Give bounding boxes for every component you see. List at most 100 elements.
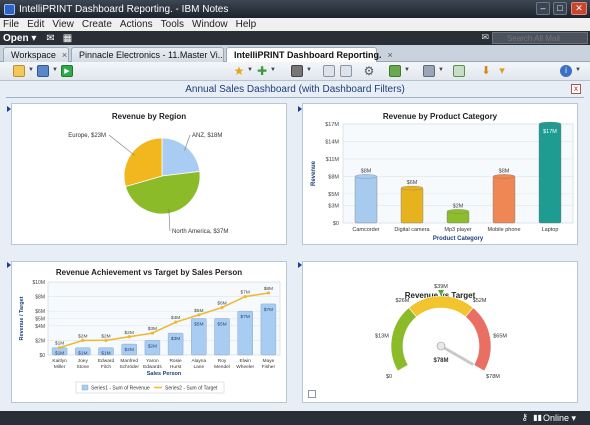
chevron-down-icon[interactable]: ▼ — [247, 67, 253, 73]
gauge-tick-label: $65M — [493, 334, 507, 340]
open-button[interactable]: Open ▾ — [3, 32, 37, 44]
chevron-down-icon[interactable]: ▼ — [438, 67, 444, 73]
target-series-line — [59, 292, 269, 349]
gauge-hub — [436, 341, 446, 351]
online-status[interactable]: Online ▾ — [542, 413, 576, 423]
menu-help[interactable]: Help — [235, 19, 257, 30]
x-tick-label: Manfred — [120, 358, 138, 364]
revenue-value-label: $2M — [148, 343, 157, 349]
x-tick-label: Maye — [263, 358, 275, 364]
revenue-bar — [75, 347, 91, 356]
dashboard-title: Annual Sales Dashboard (with Dashboard F… — [185, 84, 405, 95]
x-tick-label: Schröder — [119, 364, 139, 370]
star-icon[interactable]: ★ — [233, 64, 245, 78]
menu-tools[interactable]: Tools — [160, 19, 185, 30]
menu-edit[interactable]: Edit — [27, 19, 45, 30]
x-tick-label: Digital camera — [394, 227, 430, 233]
chart-title: Revenue by Product Category — [382, 112, 498, 121]
panel-expand-arrow-icon[interactable] — [298, 262, 302, 268]
copy-icon[interactable] — [323, 65, 335, 77]
add-row-icon[interactable] — [453, 65, 465, 77]
gauge-tick-label: $52M — [473, 298, 487, 304]
panel-checkbox[interactable] — [308, 390, 316, 398]
gear-icon[interactable]: ⚙ — [363, 64, 375, 78]
target-point — [58, 346, 62, 350]
x-tick-label: Edward — [98, 358, 115, 364]
filter-icon[interactable]: ▾ — [499, 65, 505, 77]
dashboard-divider — [6, 97, 584, 98]
menu-create[interactable]: Create — [81, 19, 112, 30]
tab-workspace[interactable]: Workspace × — [3, 47, 69, 62]
x-tick-label: Mobile phone — [487, 227, 520, 233]
tab-pinnacle-electronics[interactable]: Pinnacle Electronics - 11.Master Vi... × — [71, 47, 224, 62]
revenue-value-label: $2M — [125, 347, 134, 353]
gauge-tick-label: $78M — [486, 374, 500, 380]
tab-close-icon[interactable]: × — [387, 50, 393, 60]
y-tick-label: $11M — [326, 157, 340, 163]
minimize-button[interactable]: – — [536, 2, 550, 15]
target-point — [220, 305, 224, 310]
panel-expand-arrow-icon[interactable] — [7, 106, 11, 112]
panel-expand-arrow-icon[interactable] — [298, 106, 302, 112]
target-value-label: $8M — [264, 286, 273, 292]
menu-actions[interactable]: Actions — [119, 19, 153, 30]
revenue-value-label: $1M — [78, 351, 87, 357]
revenue-vs-target-gauge-panel: Revenue vs Target $0 $13M $26M $39M $52M $65M… — [302, 261, 578, 403]
save-icon[interactable] — [37, 65, 49, 77]
target-point — [127, 335, 131, 339]
view-icon[interactable] — [423, 65, 435, 77]
dashboard-close-button[interactable]: x — [571, 84, 581, 94]
print-icon[interactable] — [291, 65, 303, 77]
chevron-down-icon[interactable]: ▼ — [28, 67, 34, 73]
status-bar: ⚷ ▮▮ Online ▾ — [0, 411, 590, 425]
play-icon[interactable]: ▶ — [61, 65, 73, 77]
legend-swatch — [81, 384, 89, 391]
panel-expand-arrow-icon[interactable] — [7, 262, 11, 268]
search-scope-mail-icon[interactable]: ✉ — [481, 32, 489, 42]
chevron-down-icon[interactable]: ▼ — [306, 67, 312, 73]
tab-intelliprint-dashboard[interactable]: IntelliPRINT Dashboard Reporting. × — [226, 47, 393, 62]
bar — [400, 187, 424, 224]
search-input[interactable] — [492, 32, 588, 44]
mail-toolbar-icon[interactable]: ✉ — [46, 32, 55, 44]
layout-toolbar-icon[interactable]: ▦ — [62, 32, 73, 44]
y-tick-label: $14M — [325, 139, 339, 145]
revenue-bar — [121, 343, 137, 356]
spreadsheet-icon[interactable] — [389, 65, 401, 77]
menu-file[interactable]: File — [3, 19, 20, 30]
chevron-down-icon[interactable]: ▼ — [575, 67, 581, 73]
x-tick-label: Hurst — [170, 364, 182, 370]
action-toolbar: ▼ ▼ ▶ ★ ▼ ✚ ▼ ▼ ⚙ ▼ ▼ ⬇ ▾ i ▼ — [0, 62, 590, 81]
revenue-vs-target-salesperson-panel: Revenue Achievement vs Target by Sales P… — [11, 261, 287, 403]
menu-window[interactable]: Window — [192, 19, 228, 30]
revenue-value-label: $7M — [241, 314, 250, 320]
y-tick-label: $5M — [328, 192, 339, 198]
target-point — [197, 313, 201, 317]
pie-slice-label: Europe, $23M — [68, 133, 106, 139]
y-tick-label: $8M — [35, 295, 45, 301]
y-tick-label: $6M — [35, 309, 45, 315]
tab-close-icon[interactable]: × — [61, 50, 68, 60]
bar — [354, 176, 378, 224]
chevron-down-icon[interactable]: ▼ — [270, 67, 276, 73]
chart-legend — [75, 381, 225, 394]
revenue-bar — [237, 311, 253, 356]
menu-view[interactable]: View — [52, 19, 74, 30]
arrow-down-icon[interactable]: ⬇ — [481, 65, 491, 77]
folder-icon[interactable] — [13, 65, 25, 77]
target-value-label: $2M — [101, 333, 110, 339]
close-button[interactable]: ✕ — [571, 2, 587, 15]
pie-slice — [125, 170, 201, 215]
help-icon[interactable]: i — [560, 65, 572, 77]
x-axis-label: Product Category — [433, 236, 484, 242]
bar-top — [446, 209, 470, 214]
paste-icon[interactable] — [340, 65, 352, 77]
tag-icon[interactable]: ✚ — [256, 64, 268, 78]
chevron-down-icon[interactable]: ▼ — [52, 67, 58, 73]
pie-slice — [161, 137, 201, 177]
key-icon[interactable]: ⚷ — [521, 412, 528, 422]
revenue-bar — [191, 318, 207, 356]
chevron-down-icon[interactable]: ▼ — [404, 67, 410, 73]
maximize-button[interactable]: □ — [553, 2, 567, 15]
gauge-band — [408, 295, 474, 318]
